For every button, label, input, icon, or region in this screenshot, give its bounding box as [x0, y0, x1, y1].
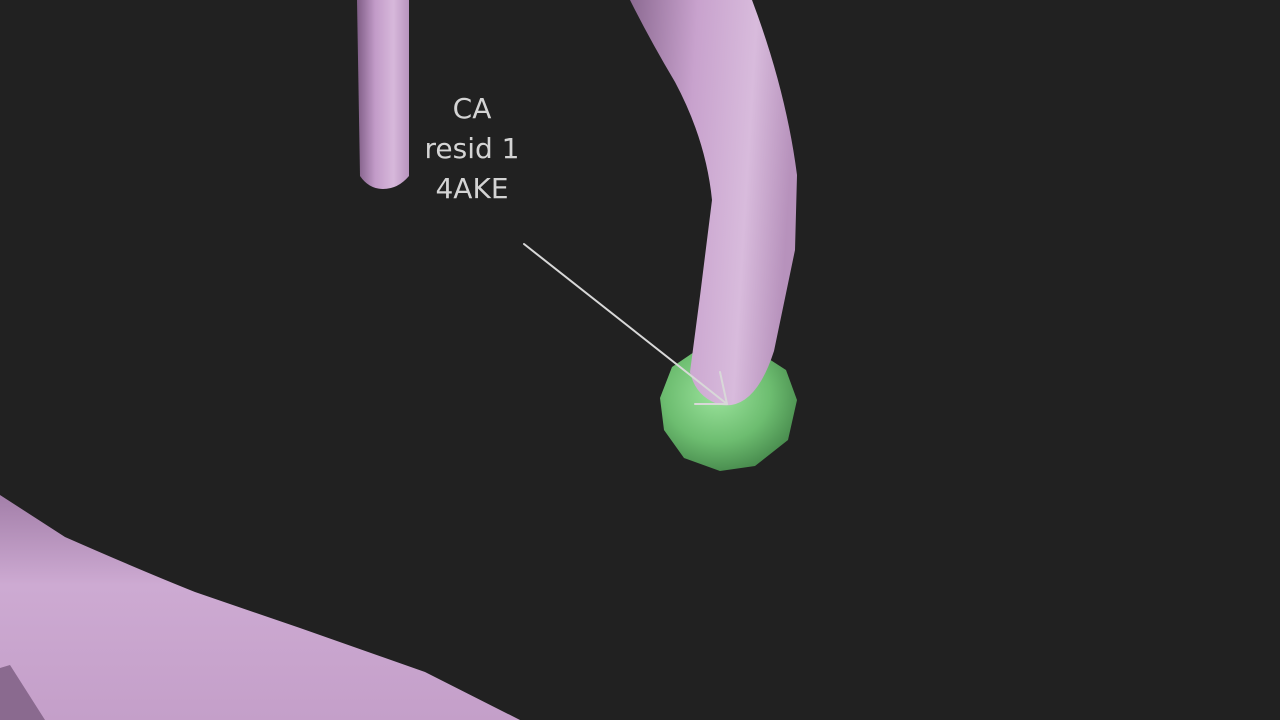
cartoon-tube-lower-shadow — [0, 665, 45, 720]
cartoon-tube-lower-segment — [0, 495, 520, 720]
annotation-arrow — [523, 243, 729, 405]
cartoon-tube-arc-segment — [630, 0, 797, 406]
annotation-structure-id: 4AKE — [435, 172, 509, 205]
annotation-atom-name: CA — [452, 92, 492, 125]
annotation-residue-id: resid 1 — [424, 132, 520, 165]
cartoon-tube-short-segment — [357, 0, 409, 189]
